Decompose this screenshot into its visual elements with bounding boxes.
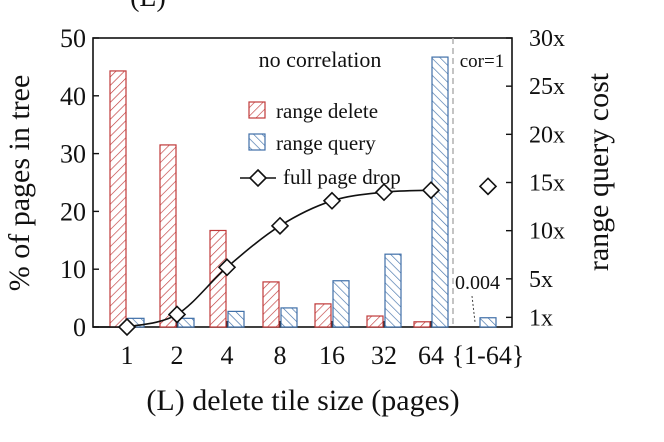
- legend-swatch-range-delete: [248, 101, 266, 119]
- point-full-page-drop: [322, 191, 342, 210]
- bar-range-query: [384, 253, 402, 328]
- x-tick-label: 32: [371, 341, 397, 370]
- y-axis-label: % of pages in tree: [3, 75, 36, 292]
- section-label-left: no correlation: [259, 47, 382, 72]
- legend-label-range-query: range query: [276, 131, 376, 155]
- bar-range-query: [227, 310, 245, 328]
- y-tick-label: 40: [60, 82, 86, 111]
- y2-tick-label: 20x: [529, 122, 565, 148]
- bar-range-delete: [262, 281, 280, 328]
- x-tick-label: 16: [319, 341, 345, 370]
- y-axis-ticks: 0 10 20 30 40 50: [60, 24, 99, 342]
- line-series: [93, 177, 498, 337]
- section-label-right: cor=1: [460, 51, 504, 72]
- bar-range-query-extra: [479, 317, 497, 328]
- y-tick-label: 10: [60, 255, 86, 284]
- x-tick-label: 64: [418, 341, 444, 370]
- y2-tick-label: 5x: [529, 267, 553, 293]
- y2-tick-label: 30x: [529, 26, 565, 52]
- x-tick-label-extra: {1-64}: [452, 341, 525, 370]
- legend: range delete range query full page drop: [240, 99, 401, 189]
- bar-range-delete: [314, 303, 332, 328]
- point-full-page-drop: [270, 216, 290, 235]
- point-full-page-drop: [217, 258, 237, 277]
- y-tick-label: 0: [73, 313, 86, 342]
- bar-range-query: [177, 317, 195, 328]
- point-full-page-drop: [421, 181, 441, 200]
- bar-range-delete: [109, 70, 127, 328]
- y2-tick-label: 15x: [529, 171, 565, 197]
- annotation-arrow: [471, 295, 476, 323]
- point-full-page-drop-extra: [478, 177, 498, 196]
- point-full-page-drop: [374, 183, 394, 202]
- legend-label-full-page-drop: full page drop: [283, 165, 401, 189]
- x-axis-label: (L) delete tile size (pages): [146, 384, 459, 417]
- bar-range-delete: [413, 321, 431, 328]
- y-tick-label: 30: [60, 140, 86, 169]
- x-tick-label: 1: [121, 341, 134, 370]
- y2-tick-label: 25x: [529, 74, 565, 100]
- y-tick-label: 20: [60, 197, 86, 226]
- bar-range-query: [280, 307, 298, 328]
- annotation-value: 0.004: [455, 272, 500, 294]
- bar-range-query: [332, 280, 350, 328]
- legend-label-range-delete: range delete: [276, 99, 378, 123]
- y-tick-label: 50: [60, 24, 86, 53]
- legend-swatch-range-query: [248, 133, 266, 151]
- y2-axis-ticks: 1x 5x 10x 15x 20x 25x 30x: [506, 26, 565, 331]
- point-full-page-drop: [117, 317, 137, 337]
- point-full-page-drop: [167, 305, 187, 324]
- bar-range-delete: [209, 229, 227, 328]
- x-tick-label: 8: [274, 341, 287, 370]
- y2-axis-label: range query cost: [582, 72, 615, 271]
- bar-range-delete: [366, 315, 384, 328]
- x-tick-label: 4: [221, 341, 234, 370]
- x-axis-ticks: 1 2 4 8 16 32 64 {1-64}: [121, 321, 525, 370]
- chart-title-partial: (L): [130, 0, 166, 13]
- bar-range-delete: [159, 144, 177, 328]
- x-tick-label: 2: [171, 341, 184, 370]
- y2-tick-label: 10x: [529, 219, 565, 245]
- legend-marker-full-page-drop: [248, 168, 268, 188]
- y2-tick-label: 1x: [529, 305, 553, 331]
- bar-marks: [109, 56, 497, 328]
